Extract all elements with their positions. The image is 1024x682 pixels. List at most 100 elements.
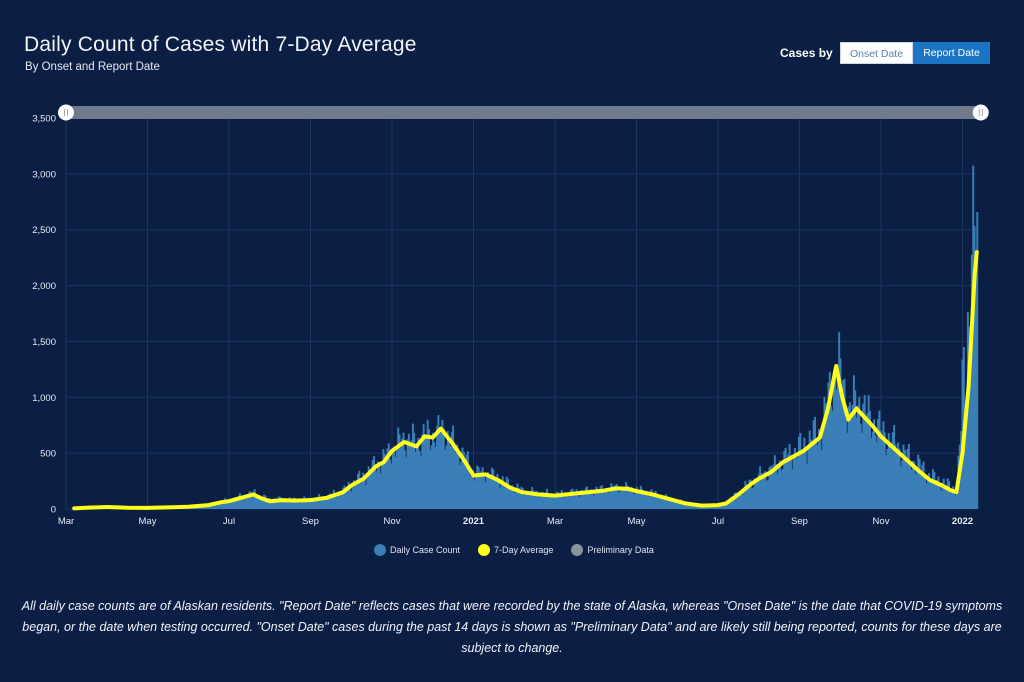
daily-case-bar xyxy=(272,500,275,509)
daily-case-bar xyxy=(574,492,577,509)
daily-case-bar xyxy=(511,485,514,509)
daily-case-bar xyxy=(261,498,264,509)
daily-case-bar xyxy=(572,492,575,509)
daily-case-bar xyxy=(336,493,339,509)
daily-case-bar xyxy=(361,479,363,509)
daily-case-bar xyxy=(769,465,772,509)
daily-case-bar xyxy=(846,432,849,509)
daily-case-bar xyxy=(374,468,377,509)
daily-case-bar xyxy=(883,432,886,509)
daily-case-bar xyxy=(570,489,573,509)
daily-case-bar xyxy=(529,490,532,509)
daily-case-bar xyxy=(449,446,452,509)
daily-case-bar xyxy=(338,491,341,509)
daily-case-bar xyxy=(318,494,321,509)
daily-case-bar xyxy=(768,467,771,509)
y-axis: 0 500 1,000 1,500 2,000 2,500 3,000 3,500 xyxy=(32,114,56,516)
daily-case-bar xyxy=(587,491,590,509)
daily-case-bar xyxy=(599,486,602,509)
daily-case-bar xyxy=(678,500,681,509)
daily-case-bar xyxy=(433,442,436,509)
daily-case-bar xyxy=(352,480,355,509)
daily-case-bar xyxy=(206,505,209,509)
footnote: All daily case counts are of Alaskan res… xyxy=(21,599,1003,655)
daily-case-bar xyxy=(862,403,865,509)
daily-case-bar xyxy=(734,492,737,509)
daily-case-bar xyxy=(395,446,398,509)
daily-case-bar xyxy=(906,448,909,509)
daily-case-bar xyxy=(584,487,587,509)
daily-case-bar xyxy=(732,497,735,509)
daily-case-bar xyxy=(623,487,626,509)
daily-case-bar xyxy=(891,432,894,509)
daily-case-bar xyxy=(594,492,597,509)
legend-item-preliminary-data[interactable]: Preliminary Data xyxy=(571,544,654,556)
daily-case-bar xyxy=(402,432,405,509)
legend-item-7-day-average[interactable]: 7-Day Average xyxy=(478,544,553,556)
daily-case-bar xyxy=(879,430,882,509)
daily-case-bar xyxy=(850,419,853,509)
daily-case-bar xyxy=(736,497,739,509)
range-slider-left-handle[interactable] xyxy=(58,104,74,121)
legend-dot-preliminary-data xyxy=(571,544,584,556)
daily-case-bar xyxy=(631,492,634,509)
daily-case-bar xyxy=(556,491,559,509)
daily-case-bar xyxy=(818,429,821,509)
daily-case-bar xyxy=(697,505,700,509)
daily-case-bar xyxy=(654,490,657,509)
daily-case-bar xyxy=(602,491,605,509)
daily-case-bar xyxy=(684,502,686,509)
daily-case-bar xyxy=(271,503,274,509)
daily-case-bar xyxy=(249,491,252,509)
daily-case-bar xyxy=(763,472,766,509)
daily-case-bar xyxy=(898,448,901,509)
daily-case-bar xyxy=(760,472,763,509)
report-date-button[interactable]: Report Date xyxy=(913,42,990,64)
legend-dot-7-day-average xyxy=(478,544,491,556)
daily-case-bar xyxy=(886,448,889,509)
daily-case-bar xyxy=(918,458,921,509)
daily-case-bar xyxy=(367,466,370,509)
daily-case-bar xyxy=(491,467,493,509)
daily-case-bar xyxy=(942,478,945,509)
daily-case-bar xyxy=(355,484,358,509)
daily-case-bar xyxy=(919,469,922,509)
daily-case-bar xyxy=(611,485,614,509)
daily-case-bar xyxy=(619,487,622,509)
daily-case-bar xyxy=(327,494,330,509)
daily-case-bar xyxy=(496,473,499,509)
daily-case-bar xyxy=(334,492,337,509)
onset-date-button[interactable]: Onset Date xyxy=(840,42,913,64)
daily-case-bar xyxy=(627,490,630,509)
daily-case-bar xyxy=(840,391,843,509)
daily-case-bar xyxy=(277,496,280,509)
daily-case-bar xyxy=(747,486,750,509)
daily-case-bar xyxy=(303,496,306,509)
daily-case-bar xyxy=(285,502,288,509)
daily-case-bar xyxy=(390,463,393,509)
y-tick-label: 2,500 xyxy=(32,225,56,236)
daily-case-bar xyxy=(429,449,432,509)
daily-case-bar xyxy=(228,499,231,509)
daily-case-bar xyxy=(495,478,497,509)
daily-case-bar xyxy=(777,465,780,509)
daily-case-bar xyxy=(515,487,518,509)
range-slider-right-handle[interactable] xyxy=(972,104,989,121)
daily-case-bar xyxy=(646,494,649,509)
range-slider-track[interactable] xyxy=(66,106,981,119)
daily-case-bar xyxy=(671,501,674,509)
legend-item-daily-case-count[interactable]: Daily Case Count xyxy=(374,544,460,556)
y-tick-label: 2,000 xyxy=(32,281,56,292)
daily-case-bar xyxy=(799,433,802,509)
daily-case-bar xyxy=(354,484,357,509)
daily-case-bar xyxy=(907,443,910,509)
daily-case-bar xyxy=(934,481,937,509)
daily-case-bar xyxy=(930,479,933,509)
daily-case-bar xyxy=(915,469,918,509)
daily-case-bar xyxy=(279,496,282,509)
daily-case-bar xyxy=(263,494,266,509)
daily-case-bar xyxy=(874,434,877,509)
daily-case-bar xyxy=(456,444,459,509)
daily-case-bar xyxy=(662,498,665,509)
daily-case-bar xyxy=(369,469,371,509)
